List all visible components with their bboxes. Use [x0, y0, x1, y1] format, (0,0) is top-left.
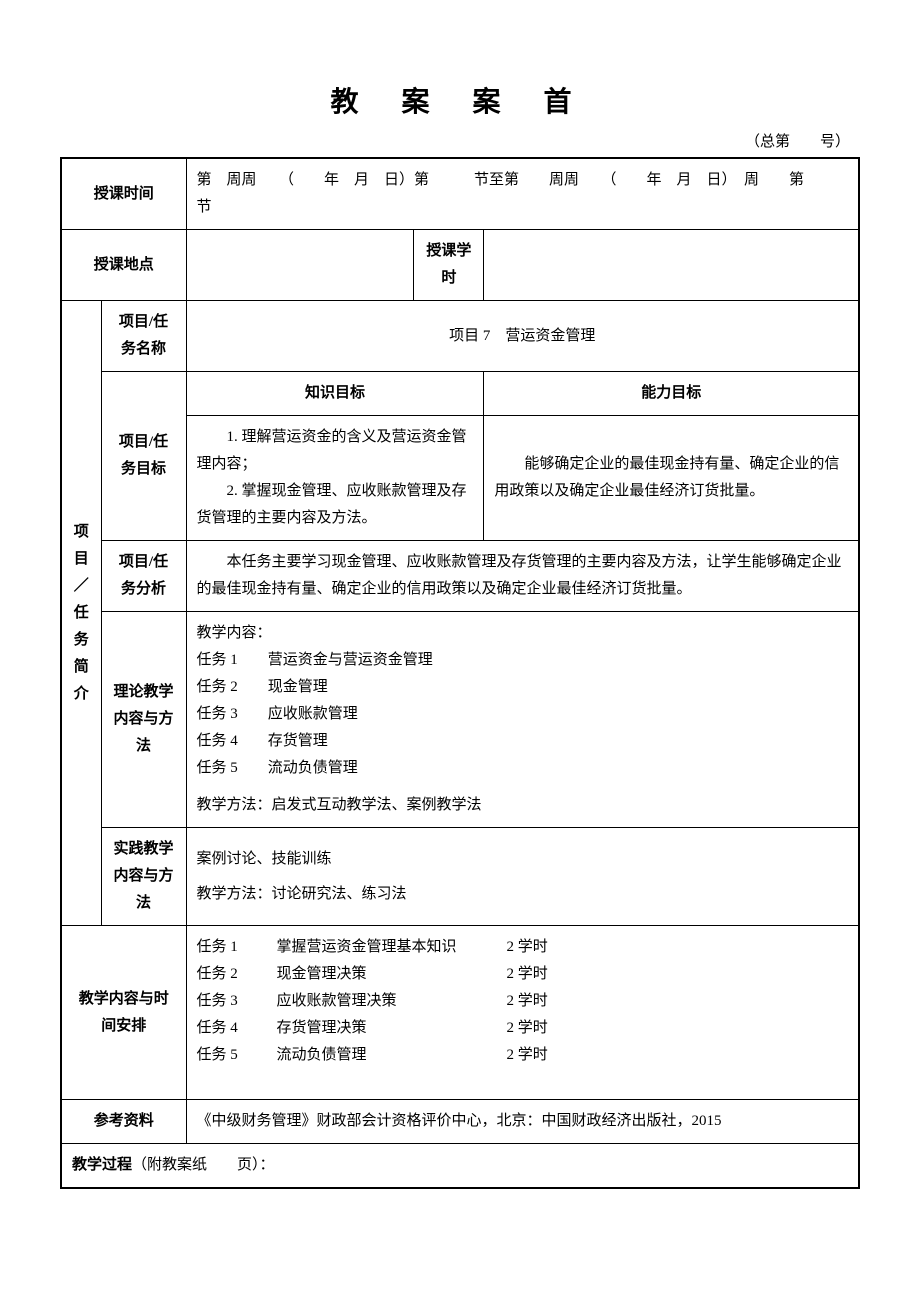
- label-practice: 实践教学内容与方法: [101, 828, 186, 926]
- theory-header: 教学内容：: [197, 620, 849, 647]
- value-refs: 《中级财务管理》财政部会计资格评价中心，北京：中国财政经济出版社，2015: [186, 1100, 859, 1144]
- label-proj-goal: 项目/任务目标: [101, 372, 186, 541]
- label-schedule: 教学内容与时间安排: [61, 926, 186, 1100]
- value-time: 第 周周 （ 年 月 日）第 节至第 周周 （ 年 月 日） 周 第 节: [186, 158, 859, 230]
- label-theory: 理论教学内容与方法: [101, 612, 186, 828]
- label-proj-name: 项目/任务名称: [101, 301, 186, 372]
- theory-method: 教学方法：启发式互动教学法、案例教学法: [197, 792, 849, 819]
- schedule-hours: 2 学时: [507, 961, 587, 988]
- schedule-row: 任务 1掌握营运资金管理基本知识2 学时: [197, 934, 849, 961]
- label-ability-goal: 能力目标: [484, 372, 859, 416]
- theory-t5: 任务 5 流动负债管理: [197, 755, 849, 782]
- row-process: 教学过程（附教案纸 页）：: [61, 1144, 859, 1189]
- schedule-desc: 掌握营运资金管理基本知识: [277, 934, 507, 961]
- label-time: 授课时间: [61, 158, 186, 230]
- knowledge-1: 1. 理解营运资金的含义及营运资金管理内容；: [197, 424, 474, 478]
- theory-t4: 任务 4 存货管理: [197, 728, 849, 755]
- value-place: [186, 230, 414, 301]
- lesson-plan-table: 授课时间 第 周周 （ 年 月 日）第 节至第 周周 （ 年 月 日） 周 第 …: [60, 157, 860, 1189]
- label-knowledge-goal: 知识目标: [186, 372, 484, 416]
- page-title: 教 案 案 首: [60, 80, 860, 120]
- label-process: 教学过程: [72, 1157, 132, 1173]
- practice-line1: 案例讨论、技能训练: [197, 846, 849, 873]
- value-proj-analysis: 本任务主要学习现金管理、应收账款管理及存货管理的主要内容及方法，让学生能够确定企…: [186, 541, 859, 612]
- page-subtitle: （总第 号）: [60, 130, 860, 151]
- value-hours: [484, 230, 859, 301]
- process-tail: （附教案纸 页）：: [132, 1157, 275, 1173]
- schedule-row: 任务 3应收账款管理决策2 学时: [197, 988, 849, 1015]
- value-schedule: 任务 1掌握营运资金管理基本知识2 学时任务 2现金管理决策2 学时任务 3应收…: [186, 926, 859, 1100]
- schedule-hours: 2 学时: [507, 934, 587, 961]
- theory-t3: 任务 3 应收账款管理: [197, 701, 849, 728]
- schedule-task: 任务 2: [197, 961, 277, 988]
- ability-text: 能够确定企业的最佳现金持有量、确定企业的信用政策以及确定企业最佳经济订货批量。: [494, 451, 848, 505]
- schedule-row: 任务 4存货管理决策2 学时: [197, 1015, 849, 1042]
- value-knowledge-goal: 1. 理解营运资金的含义及营运资金管理内容； 2. 掌握现金管理、应收账款管理及…: [186, 416, 484, 541]
- value-proj-name: 项目 7 营运资金管理: [186, 301, 859, 372]
- schedule-desc: 应收账款管理决策: [277, 988, 507, 1015]
- theory-t1: 任务 1 营运资金与营运资金管理: [197, 647, 849, 674]
- schedule-desc: 流动负债管理: [277, 1042, 507, 1069]
- schedule-task: 任务 3: [197, 988, 277, 1015]
- schedule-row: 任务 5流动负债管理2 学时: [197, 1042, 849, 1069]
- analysis-text: 本任务主要学习现金管理、应收账款管理及存货管理的主要内容及方法，让学生能够确定企…: [197, 549, 849, 603]
- schedule-hours: 2 学时: [507, 1015, 587, 1042]
- value-practice: 案例讨论、技能训练 教学方法：讨论研究法、练习法: [186, 828, 859, 926]
- schedule-row: 任务 2现金管理决策2 学时: [197, 961, 849, 988]
- value-ability-goal: 能够确定企业的最佳现金持有量、确定企业的信用政策以及确定企业最佳经济订货批量。: [484, 416, 859, 541]
- practice-line2: 教学方法：讨论研究法、练习法: [197, 881, 849, 908]
- schedule-hours: 2 学时: [507, 988, 587, 1015]
- schedule-hours: 2 学时: [507, 1042, 587, 1069]
- schedule-task: 任务 5: [197, 1042, 277, 1069]
- schedule-task: 任务 4: [197, 1015, 277, 1042]
- schedule-task: 任务 1: [197, 934, 277, 961]
- label-hours: 授课学时: [414, 230, 484, 301]
- schedule-desc: 存货管理决策: [277, 1015, 507, 1042]
- theory-t2: 任务 2 现金管理: [197, 674, 849, 701]
- label-project-side: 项目／任务简介: [61, 301, 101, 926]
- label-proj-analysis: 项目/任务分析: [101, 541, 186, 612]
- schedule-desc: 现金管理决策: [277, 961, 507, 988]
- knowledge-2: 2. 掌握现金管理、应收账款管理及存货管理的主要内容及方法。: [197, 478, 474, 532]
- value-theory: 教学内容： 任务 1 营运资金与营运资金管理 任务 2 现金管理 任务 3 应收…: [186, 612, 859, 828]
- label-place: 授课地点: [61, 230, 186, 301]
- label-refs: 参考资料: [61, 1100, 186, 1144]
